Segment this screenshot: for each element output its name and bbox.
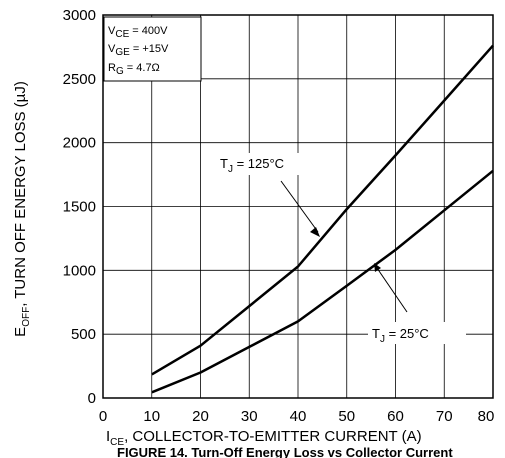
arrow-125c xyxy=(280,180,319,233)
x-tick-label-6: 60 xyxy=(387,408,404,425)
y-axis-label: EOFF, TURN OFF ENERGY LOSS (µJ) xyxy=(12,81,32,337)
y-tick-label-5: 2500 xyxy=(63,71,96,88)
x-tick-label-7: 70 xyxy=(436,408,453,425)
y-tick-label-0: 0 xyxy=(88,390,96,407)
x-tick-label-0: 0 xyxy=(99,408,107,425)
condition-vce: VCE = 400V xyxy=(108,25,168,40)
series-annotation-125c: TJ = 125°C xyxy=(215,153,321,237)
annotation-125c-label: TJ = 125°C xyxy=(220,156,284,175)
y-tick-label-3: 1500 xyxy=(63,199,96,216)
annotation-25c-label: TJ = 25°C xyxy=(372,326,429,345)
x-tick-label-5: 50 xyxy=(338,408,355,425)
x-tick-label-1: 10 xyxy=(143,408,160,425)
y-tick-label-6: 3000 xyxy=(63,7,96,24)
series-layer xyxy=(151,44,494,394)
x-axis-label: ICE, COLLECTOR-TO-EMITTER CURRENT (A) xyxy=(106,428,422,448)
x-tick-label-2: 20 xyxy=(192,408,209,425)
x-tick-label-3: 30 xyxy=(241,408,258,425)
x-tick-label-8: 80 xyxy=(478,408,495,425)
y-tick-labels: 0 500 1000 1500 2000 2500 3000 xyxy=(63,7,96,407)
x-tick-label-4: 40 xyxy=(290,408,307,425)
condition-rg: RG = 4.7Ω xyxy=(108,62,160,77)
plot-frame xyxy=(102,14,494,399)
arrowhead-25c xyxy=(374,263,381,272)
x-tick-labels: 0 10 20 30 40 50 60 70 80 xyxy=(99,408,495,425)
conditions-box: VCE = 400V VGE = +15V RG = 4.7Ω xyxy=(103,16,202,82)
series-line-1 xyxy=(151,169,494,394)
condition-vge: VGE = +15V xyxy=(108,43,169,58)
series-line-0 xyxy=(151,44,494,376)
y-tick-label-1: 500 xyxy=(71,326,96,343)
arrowhead-125c xyxy=(310,227,320,237)
arrow-25c xyxy=(376,267,408,313)
y-tick-label-2: 1000 xyxy=(63,262,96,279)
y-tick-label-4: 2000 xyxy=(63,135,96,152)
figure-caption: FIGURE 14. Turn-Off Energy Loss vs Colle… xyxy=(117,445,453,458)
series-annotation-25c: TJ = 25°C xyxy=(368,263,466,345)
